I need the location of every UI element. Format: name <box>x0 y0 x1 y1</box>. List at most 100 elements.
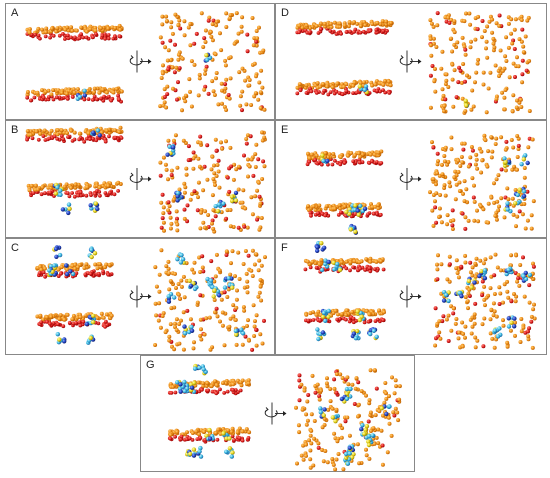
bead <box>181 347 186 352</box>
bead <box>462 19 467 24</box>
bead <box>391 410 396 415</box>
bead <box>171 197 176 202</box>
bead <box>72 266 77 271</box>
bead <box>48 190 53 195</box>
bead <box>250 274 255 278</box>
bead <box>212 93 217 97</box>
bead <box>472 280 477 285</box>
bead <box>326 407 331 412</box>
bead <box>526 334 531 339</box>
bead <box>169 173 174 177</box>
bead <box>95 266 100 271</box>
rotation-icon <box>399 285 422 308</box>
bead <box>344 89 349 93</box>
bead <box>484 39 489 44</box>
bead <box>333 158 337 163</box>
bead <box>496 173 501 178</box>
bead <box>56 267 61 272</box>
bead <box>473 162 478 167</box>
bead <box>220 101 224 106</box>
bead <box>466 278 472 284</box>
bead <box>169 58 173 63</box>
bead <box>509 320 514 325</box>
bead <box>428 36 433 41</box>
bead <box>486 149 491 154</box>
bead <box>475 166 480 171</box>
bead <box>430 140 434 145</box>
panel-label: D <box>281 7 289 19</box>
bead <box>471 195 476 200</box>
bead <box>344 391 350 396</box>
bead <box>432 79 437 84</box>
bead <box>159 248 164 253</box>
bead <box>32 95 37 100</box>
bead <box>517 283 522 288</box>
bead <box>466 291 471 296</box>
bead <box>339 396 345 402</box>
bead <box>258 284 263 289</box>
bead <box>485 24 490 29</box>
bead <box>117 97 121 102</box>
bead <box>305 259 310 264</box>
bead <box>452 30 457 35</box>
bead <box>77 131 82 136</box>
bead <box>512 27 517 32</box>
bead <box>339 260 344 265</box>
bead <box>99 96 104 101</box>
bead <box>222 285 228 290</box>
bead <box>498 48 503 53</box>
bead <box>81 319 86 324</box>
bead <box>493 252 498 257</box>
bead <box>434 220 439 225</box>
bead <box>25 90 30 94</box>
bead <box>171 86 175 91</box>
bead <box>440 87 445 92</box>
bead <box>447 20 452 25</box>
bead <box>308 457 313 462</box>
bead <box>209 167 214 172</box>
bead <box>460 211 465 216</box>
bead <box>493 142 498 146</box>
bead <box>249 195 254 200</box>
bead <box>370 22 375 26</box>
bead <box>330 162 335 167</box>
bead <box>116 180 121 185</box>
bead <box>480 158 485 163</box>
bead <box>357 317 362 323</box>
bead <box>83 272 88 277</box>
bead <box>77 320 82 325</box>
bead <box>52 263 57 268</box>
bead <box>374 435 379 440</box>
bead <box>113 25 118 30</box>
bead <box>490 336 495 341</box>
bead <box>154 313 159 318</box>
bead <box>242 224 247 229</box>
bead <box>485 164 490 169</box>
bead <box>227 324 232 329</box>
bead <box>217 185 222 190</box>
bead <box>521 50 526 55</box>
bead <box>253 165 258 169</box>
bead <box>459 80 464 85</box>
bead <box>100 33 105 38</box>
bead <box>182 19 187 24</box>
bead <box>484 295 489 300</box>
bead <box>308 26 312 31</box>
bead <box>515 134 520 138</box>
bead <box>515 98 519 103</box>
bead <box>63 37 67 41</box>
bead <box>61 137 66 142</box>
bead <box>334 457 339 462</box>
bead <box>505 289 510 294</box>
bead <box>257 80 262 85</box>
bead <box>48 35 52 40</box>
bead <box>316 441 321 446</box>
bead <box>79 32 83 37</box>
bead <box>223 58 228 63</box>
bead <box>255 188 260 193</box>
bead <box>363 267 368 272</box>
bead <box>471 104 476 109</box>
bead <box>380 443 385 448</box>
bead <box>239 29 244 34</box>
bead <box>160 216 165 221</box>
